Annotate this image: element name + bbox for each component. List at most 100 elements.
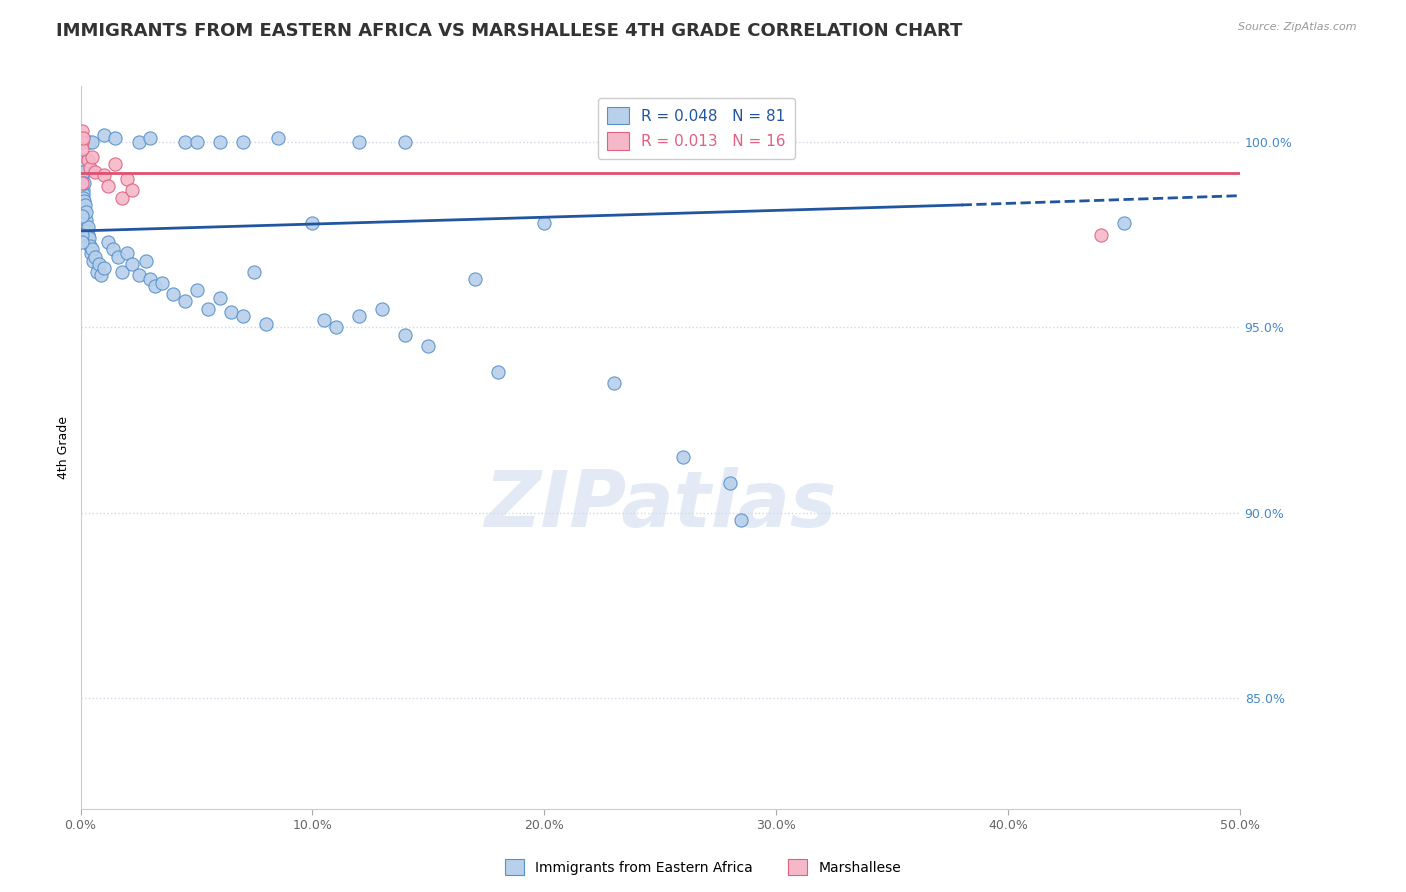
Point: [70, 235, 93, 249]
Point: [186, 135, 208, 149]
Point: [186, 283, 208, 297]
Point: [76, 224, 98, 238]
Point: [77, 135, 100, 149]
Point: [134, 253, 156, 268]
Point: [150, 276, 173, 290]
Point: [72, 142, 94, 156]
Point: [197, 301, 219, 316]
Point: [70, 227, 93, 242]
Point: [232, 135, 254, 149]
Point: [208, 291, 231, 305]
Point: [128, 135, 150, 149]
Point: [371, 301, 394, 316]
Point: [72, 153, 94, 168]
Text: Source: ZipAtlas.com: Source: ZipAtlas.com: [1239, 22, 1357, 32]
Point: [70, 169, 93, 183]
Point: [72, 190, 94, 204]
Point: [266, 131, 288, 145]
Point: [73, 202, 96, 216]
Point: [174, 135, 197, 149]
Point: [93, 169, 115, 183]
Point: [208, 135, 231, 149]
Point: [79, 238, 101, 252]
Point: [75, 205, 97, 219]
Point: [394, 135, 416, 149]
Point: [115, 246, 138, 260]
Point: [72, 176, 94, 190]
Point: [1112, 217, 1135, 231]
Point: [97, 179, 120, 194]
Point: [73, 217, 96, 231]
Point: [77, 220, 100, 235]
Point: [121, 257, 143, 271]
Point: [394, 327, 416, 342]
Point: [72, 131, 94, 145]
Point: [232, 309, 254, 323]
Point: [72, 164, 94, 178]
Point: [243, 265, 266, 279]
Point: [82, 135, 104, 149]
Point: [111, 265, 134, 279]
Point: [82, 243, 104, 257]
Point: [221, 305, 243, 319]
Point: [72, 179, 94, 194]
Point: [82, 150, 104, 164]
Point: [80, 246, 103, 260]
Point: [174, 294, 197, 309]
Point: [418, 339, 440, 353]
Point: [347, 309, 370, 323]
Point: [101, 243, 124, 257]
Point: [79, 161, 101, 175]
Text: IMMIGRANTS FROM EASTERN AFRICA VS MARSHALLESE 4TH GRADE CORRELATION CHART: IMMIGRANTS FROM EASTERN AFRICA VS MARSHA…: [56, 22, 963, 40]
Point: [143, 279, 166, 293]
Point: [603, 376, 626, 390]
Point: [75, 198, 97, 212]
Point: [104, 131, 127, 145]
Point: [312, 313, 335, 327]
Legend: R = 0.048   N = 81, R = 0.013   N = 16: R = 0.048 N = 81, R = 0.013 N = 16: [599, 97, 794, 159]
Point: [70, 172, 93, 186]
Point: [104, 157, 127, 171]
Point: [89, 257, 111, 271]
Point: [70, 124, 93, 138]
Point: [1090, 227, 1112, 242]
Point: [90, 268, 112, 283]
Point: [301, 217, 323, 231]
Point: [533, 217, 555, 231]
Point: [121, 183, 143, 197]
Point: [730, 513, 752, 527]
Point: [347, 135, 370, 149]
Point: [107, 250, 129, 264]
Point: [486, 365, 509, 379]
Point: [718, 475, 741, 490]
Point: [75, 212, 97, 227]
Point: [83, 250, 105, 264]
Point: [86, 265, 108, 279]
Point: [70, 176, 93, 190]
Point: [82, 253, 104, 268]
Point: [139, 131, 162, 145]
Point: [97, 235, 120, 249]
Point: [72, 186, 94, 201]
Point: [672, 450, 695, 464]
Point: [70, 209, 93, 223]
Point: [139, 272, 162, 286]
Point: [128, 268, 150, 283]
Point: [464, 272, 486, 286]
Point: [72, 183, 94, 197]
Point: [73, 209, 96, 223]
Y-axis label: 4th Grade: 4th Grade: [58, 417, 70, 479]
Text: ZIPatlas: ZIPatlas: [484, 467, 837, 543]
Point: [77, 231, 100, 245]
Point: [72, 135, 94, 149]
Point: [76, 227, 98, 242]
Point: [254, 317, 277, 331]
Point: [70, 161, 93, 175]
Legend: Immigrants from Eastern Africa, Marshallese: Immigrants from Eastern Africa, Marshall…: [499, 854, 907, 880]
Point: [73, 194, 96, 209]
Point: [83, 164, 105, 178]
Point: [325, 320, 347, 334]
Point: [93, 128, 115, 142]
Point: [111, 190, 134, 204]
Point: [162, 286, 184, 301]
